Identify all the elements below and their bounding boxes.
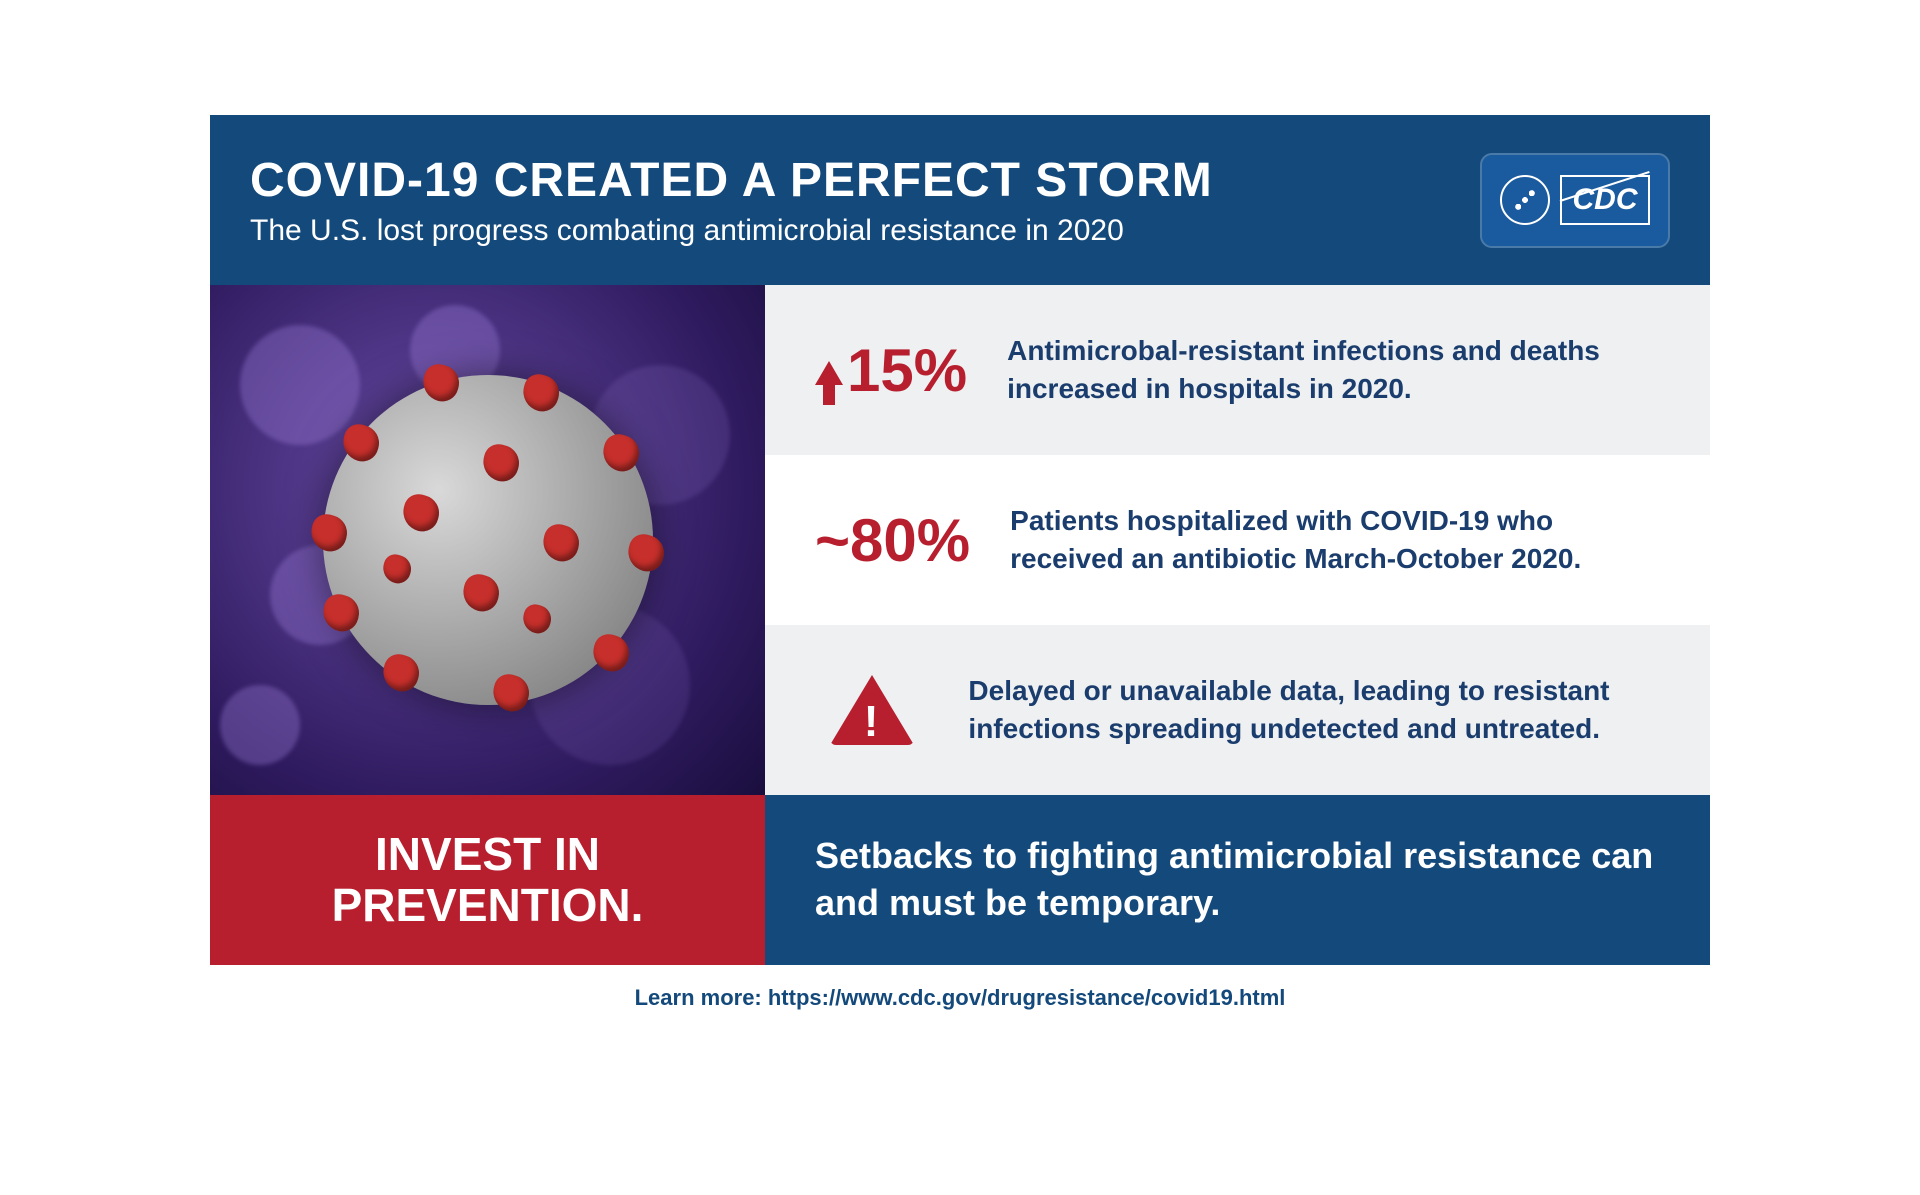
invest-text: INVEST IN PREVENTION. <box>240 829 735 930</box>
invest-panel: INVEST IN PREVENTION. <box>210 795 765 965</box>
stat-row: Delayed or unavailable data, leading to … <box>765 625 1710 795</box>
stat-description: Antimicrobal-resistant infections and de… <box>1007 332 1660 408</box>
stat-description: Patients hospitalized with COVID-19 who … <box>1010 502 1660 578</box>
setback-panel: Setbacks to fighting antimicrobial resis… <box>765 795 1710 965</box>
warning-icon <box>830 675 914 745</box>
bottom-row: INVEST IN PREVENTION. Setbacks to fighti… <box>210 795 1710 965</box>
subtitle: The U.S. lost progress combating antimic… <box>250 214 1480 248</box>
stat-value: ~80% <box>815 506 970 575</box>
stat-value-block <box>815 675 928 745</box>
header-banner: COVID-19 CREATED A PERFECT STORM The U.S… <box>210 115 1710 285</box>
stat-value: 15% <box>815 336 967 405</box>
virus-core-icon <box>323 375 653 705</box>
hhs-seal-icon <box>1500 175 1550 225</box>
cdc-logo-badge: CDC <box>1480 153 1670 248</box>
main-title: COVID-19 CREATED A PERFECT STORM <box>250 153 1480 208</box>
stat-value-block: 15% <box>815 336 967 405</box>
infographic-container: COVID-19 CREATED A PERFECT STORM The U.S… <box>210 115 1710 965</box>
stat-row: ~80% Patients hospitalized with COVID-19… <box>765 455 1710 625</box>
cdc-logo-icon: CDC <box>1560 175 1650 225</box>
stats-column: 15% Antimicrobal-resistant infections an… <box>765 285 1710 795</box>
virus-illustration <box>210 285 765 795</box>
stat-value-block: ~80% <box>815 506 970 575</box>
stat-row: 15% Antimicrobal-resistant infections an… <box>765 285 1710 455</box>
setback-text: Setbacks to fighting antimicrobial resis… <box>815 833 1660 927</box>
arrow-up-icon <box>815 361 843 385</box>
header-text-block: COVID-19 CREATED A PERFECT STORM The U.S… <box>250 153 1480 248</box>
learn-more-link[interactable]: Learn more: https://www.cdc.gov/drugresi… <box>210 985 1710 1011</box>
stat-description: Delayed or unavailable data, leading to … <box>968 672 1660 748</box>
middle-row: 15% Antimicrobal-resistant infections an… <box>210 285 1710 795</box>
